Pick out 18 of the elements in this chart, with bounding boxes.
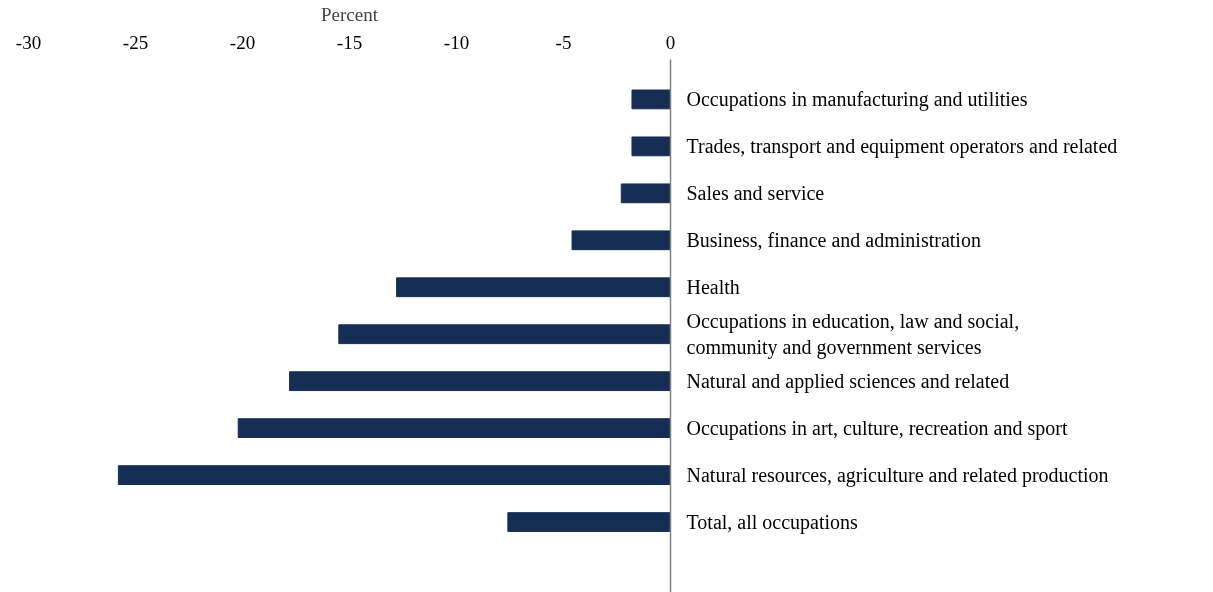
x-tick-label: -5 (555, 31, 572, 53)
y-tick-label: Sales and service (686, 182, 825, 205)
x-tick-label: -30 (15, 31, 42, 53)
y-tick-label: Occupations in education, law and social, community and government services (686, 310, 1020, 360)
y-tick-label: Natural resources, agriculture and related production (686, 464, 1109, 488)
y-tick-label: Trades, transport and equipment operators and related (686, 135, 1118, 159)
y-tick-label: Occupations in manufacturing and utilities (686, 88, 1028, 112)
y-tick-label: Occupations in art, culture, recreation and sport (686, 417, 1068, 441)
x-tick-label: -20 (229, 31, 256, 53)
x-tick-label: 0 (665, 31, 676, 53)
y-tick-label: Total, all occupations (686, 511, 859, 535)
x-tick-label: -25 (122, 31, 149, 53)
x-axis-title: Percent (321, 3, 379, 25)
x-tick-label: -10 (443, 31, 470, 53)
x-tick-label: -15 (336, 31, 363, 53)
y-tick-label: Natural and applied sciences and related (686, 370, 1010, 394)
y-tick-label: Health (686, 276, 740, 299)
y-tick-label: Business, finance and administration (686, 229, 981, 252)
